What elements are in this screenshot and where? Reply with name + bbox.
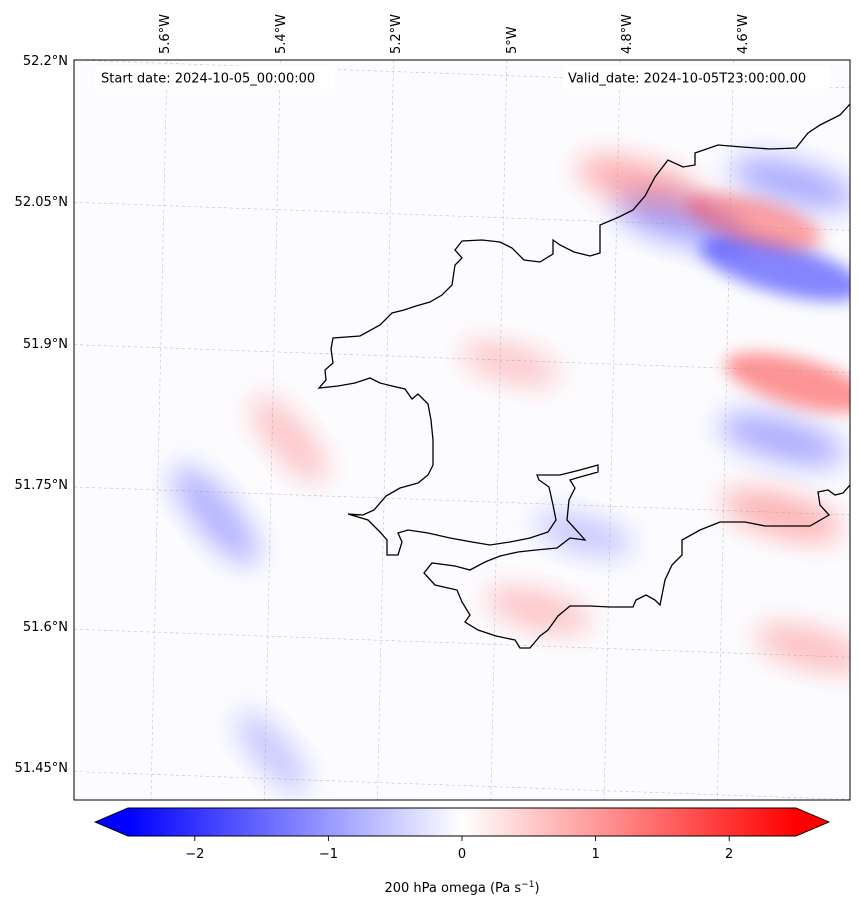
lat-tick-label: 51.6°N: [23, 620, 68, 635]
lat-tick-label: 51.45°N: [15, 761, 68, 776]
omega-blob: [724, 352, 850, 413]
omega-blob: [460, 341, 560, 386]
colorbar-tick-label: −1: [319, 847, 338, 862]
map-panel: Start date: 2024-10-05_00:00:00 Valid_da…: [15, 14, 851, 801]
lon-tick-label: 4.6°W: [736, 14, 751, 54]
colorbar-tick-label: 1: [591, 847, 599, 862]
omega-blob: [172, 465, 259, 565]
lat-tick-label: 51.9°N: [23, 337, 68, 352]
omega-blob: [685, 193, 823, 250]
valid-date-box: [563, 66, 830, 89]
lon-tick-label: 5°W: [505, 26, 520, 54]
lat-tick-label: 52.2°N: [23, 54, 68, 69]
start-date-box: [95, 66, 335, 89]
lat-tick-label: 51.75°N: [15, 478, 68, 493]
colorbar-label: 200 hPa omega (Pa s−1): [384, 880, 539, 896]
colorbar-ticks: −2 −1 0 1 2: [185, 836, 733, 862]
omega-blob: [755, 624, 850, 672]
omega-blob: [251, 396, 327, 483]
omega-field: [172, 156, 850, 794]
lon-tick-label: 5.6°W: [158, 14, 173, 54]
omega-blob: [699, 236, 850, 302]
map-frame: [73, 59, 851, 801]
omega-blob: [486, 587, 591, 634]
lon-tick-label: 5.2°W: [389, 14, 404, 54]
omega-blob: [614, 193, 746, 249]
colorbar-tick-label: 2: [725, 847, 733, 862]
omega-blob: [534, 512, 634, 557]
lon-tick-label: 5.4°W: [274, 14, 289, 54]
colorbar-min-extend: [95, 808, 128, 836]
lat-tick-label: 52.05°N: [15, 195, 68, 210]
longitude-labels: 5.6°W 5.4°W 5.2°W 5°W 4.8°W 4.6°W: [158, 14, 751, 54]
latitude-labels: 52.2°N 52.05°N 51.9°N 51.75°N 51.6°N 51.…: [15, 54, 68, 776]
omega-blob: [721, 489, 843, 541]
omega-blob: [236, 711, 309, 794]
colorbar: −2 −1 0 1 2 200 hPa omega (Pa s−1): [93, 807, 831, 896]
colorbar-tick-label: 0: [458, 847, 466, 862]
omega-blob: [577, 156, 704, 210]
colorbar-tick-label: −2: [185, 847, 204, 862]
omega-blob: [730, 156, 850, 210]
lon-tick-label: 4.8°W: [620, 14, 635, 54]
coastline: [317, 103, 850, 649]
start-date-label: Start date: 2024-10-05_00:00:00: [101, 72, 315, 87]
omega-blob: [718, 413, 846, 466]
colorbar-max-extend: [796, 808, 829, 836]
colorbar-gradient: [128, 808, 796, 836]
valid-date-label: Valid_date: 2024-10-05T23:00:00.00: [568, 72, 806, 87]
colorbar-outline: [93, 807, 831, 837]
